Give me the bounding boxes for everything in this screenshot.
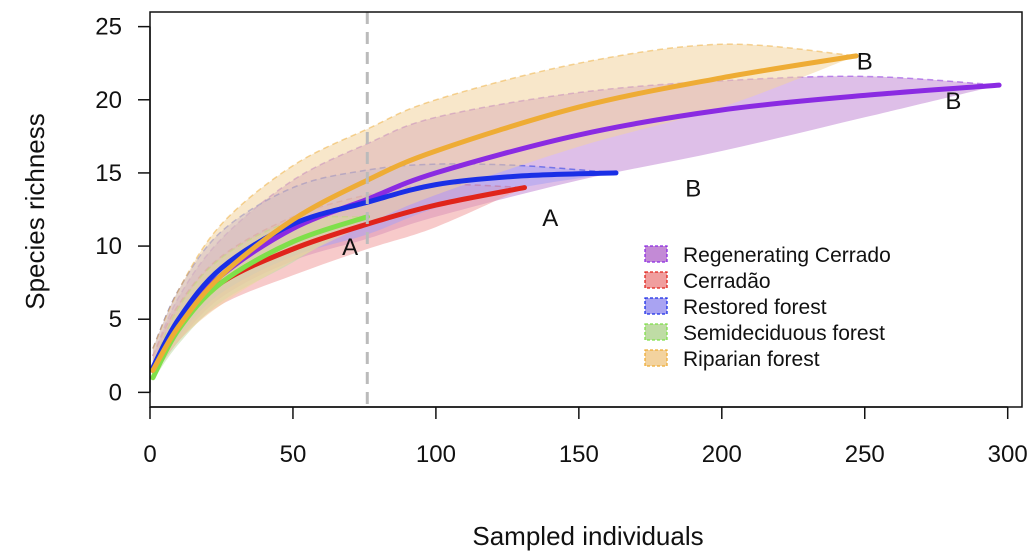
y-tick-label: 10 (95, 233, 122, 260)
x-tick-label: 200 (702, 441, 742, 468)
band-riparian-forest (152, 44, 857, 378)
y-tick-label: 5 (109, 306, 122, 333)
y-axis-title: Species richness (20, 113, 50, 310)
legend-label-regenerating-cerrado: Regenerating Cerrado (683, 244, 891, 267)
legend-label-riparian-forest: Riparian forest (683, 348, 820, 371)
y-tick-label: 20 (95, 87, 122, 114)
legend-label-cerradao: Cerradão (683, 270, 771, 293)
x-axis-title: Sampled individuals (472, 521, 703, 551)
x-tick-label: 250 (845, 441, 885, 468)
legend: Regenerating Cerrado Cerradão Restored for… (644, 244, 891, 371)
legend-swatch-semideciduous-forest (644, 323, 668, 341)
y-tick-label: 0 (109, 379, 122, 406)
x-tick-label: 100 (416, 441, 456, 468)
y-tick-label: 25 (95, 14, 122, 41)
legend-swatch-regenerating-cerrado (644, 245, 668, 263)
curve-restored-forest (150, 170, 619, 370)
legend-label-semideciduous-forest: Semideciduous forest (683, 322, 885, 345)
group-letter: A (542, 205, 558, 232)
group-letters: B B B A A (342, 48, 961, 261)
rarefaction-curves (150, 53, 1002, 381)
y-axis: 0 5 10 15 20 25 (95, 14, 151, 406)
group-letter: B (857, 48, 873, 75)
x-axis: 0 50 100 150 200 250 300 (143, 406, 1028, 468)
y-tick-label: 15 (95, 160, 122, 187)
curve-riparian-forest (150, 53, 859, 373)
legend-swatch-riparian-forest (644, 349, 668, 367)
x-tick-label: 0 (143, 441, 156, 468)
x-tick-label: 300 (988, 441, 1028, 468)
band-upper-edge-riparian-forest (152, 43, 857, 349)
legend-swatch-restored-forest (644, 297, 668, 315)
group-letter: B (945, 88, 961, 115)
x-tick-label: 150 (559, 441, 599, 468)
group-letter: A (342, 234, 358, 261)
legend-swatch-cerradao (644, 271, 668, 289)
group-letter: B (685, 176, 701, 203)
x-tick-label: 50 (280, 441, 307, 468)
legend-label-restored-forest: Restored forest (683, 296, 827, 319)
